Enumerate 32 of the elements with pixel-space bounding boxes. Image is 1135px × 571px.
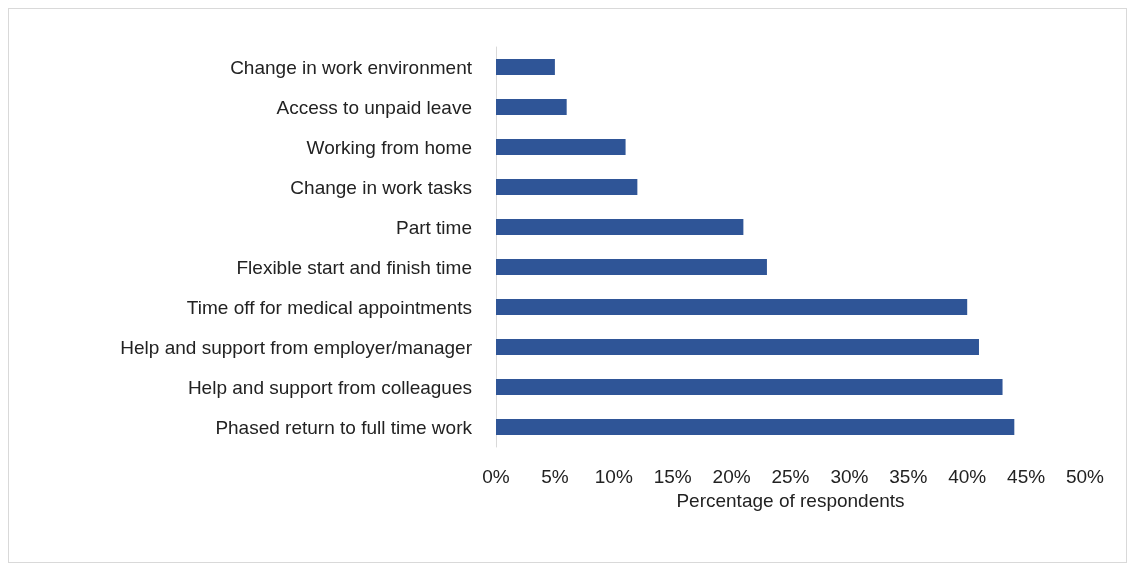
x-axis-title: Percentage of respondents: [676, 489, 905, 511]
y-tick-label: Access to unpaid leave: [276, 96, 472, 118]
x-tick-label: 15%: [653, 466, 692, 487]
y-tick-label: Part time: [395, 216, 472, 238]
bar: [496, 99, 567, 115]
y-tick-label: Help and support from colleagues: [187, 376, 472, 398]
x-tick-label: 5%: [541, 466, 569, 487]
bar: [496, 259, 767, 275]
x-tick-label: 40%: [948, 466, 987, 487]
y-tick-label: Time off for medical appointments: [186, 296, 472, 318]
x-tick-label: 20%: [712, 466, 751, 487]
y-tick-label: Flexible start and finish time: [236, 256, 472, 278]
x-tick-label: 0%: [482, 466, 510, 487]
bar: [496, 299, 968, 315]
x-tick-label: 10%: [594, 466, 633, 487]
bar: [496, 379, 1003, 395]
bar: [496, 339, 979, 355]
bar: [496, 139, 626, 155]
x-tick-label: 50%: [1065, 466, 1105, 487]
bar: [496, 179, 638, 195]
x-tick-label: 35%: [889, 466, 928, 487]
y-tick-label: Phased return to full time work: [215, 416, 473, 438]
y-tick-label: Help and support from employer/manager: [120, 336, 473, 358]
bar: [496, 219, 744, 235]
x-tick-label: 25%: [771, 466, 810, 487]
y-tick-label: Working from home: [306, 136, 472, 158]
bar: [496, 59, 555, 75]
x-tick-label: 45%: [1007, 466, 1046, 487]
y-tick-label: Change in work environment: [230, 56, 473, 78]
x-tick-label: 30%: [830, 466, 869, 487]
bar: [496, 419, 1015, 435]
y-tick-label: Change in work tasks: [290, 176, 472, 198]
